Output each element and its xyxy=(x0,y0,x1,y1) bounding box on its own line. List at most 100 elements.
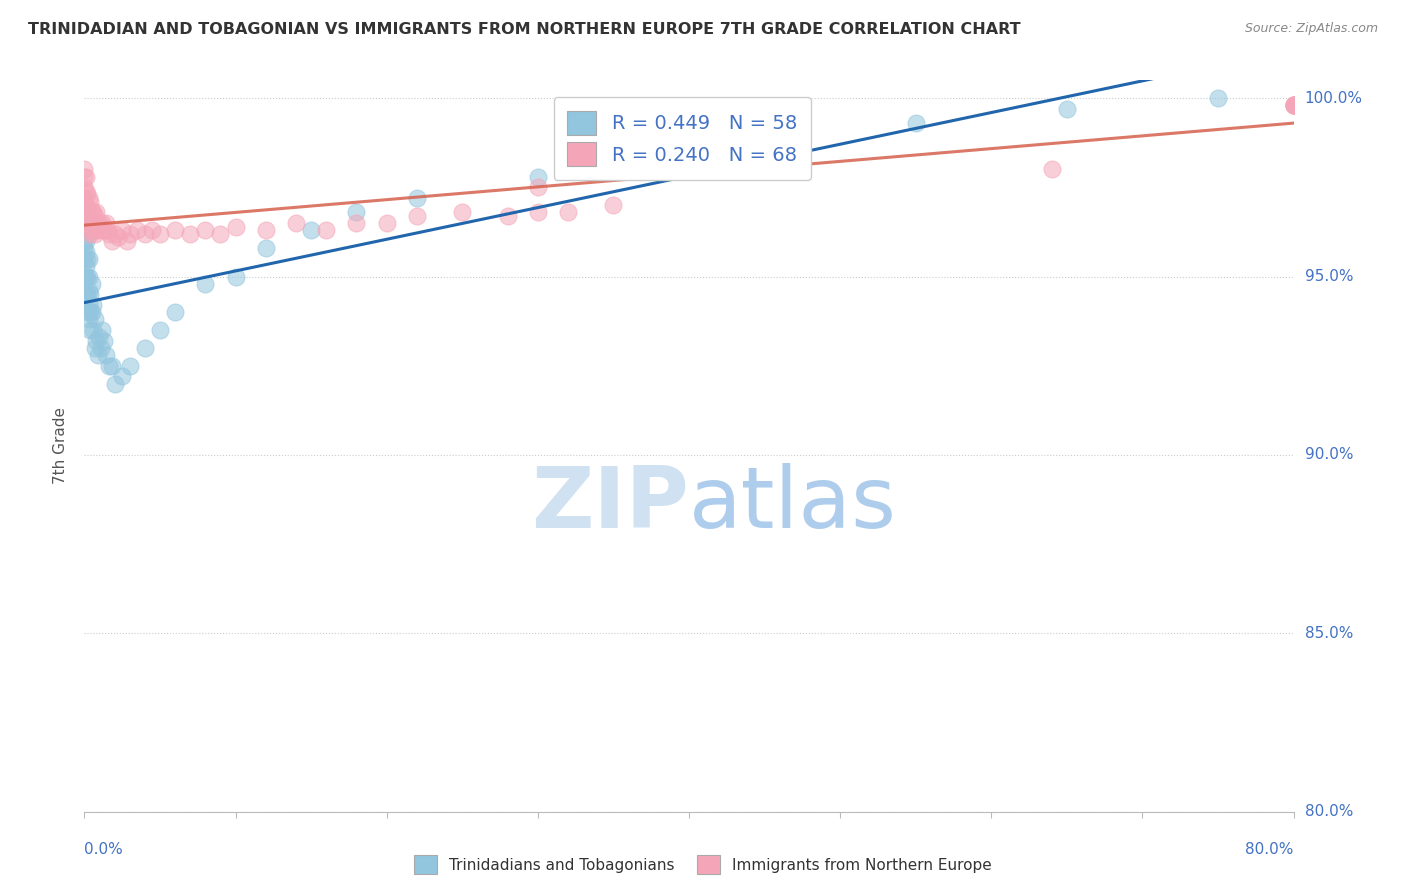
Point xyxy=(86,223,108,237)
Point xyxy=(346,205,368,219)
Point xyxy=(194,277,217,291)
Point xyxy=(77,269,100,284)
Point xyxy=(75,184,97,198)
Point xyxy=(1282,98,1305,112)
Text: 80.0%: 80.0% xyxy=(1246,842,1294,857)
Point xyxy=(127,223,149,237)
Point xyxy=(496,209,519,223)
Point xyxy=(93,223,115,237)
Point xyxy=(79,287,101,301)
Point xyxy=(79,194,101,209)
Point xyxy=(527,180,550,194)
Point xyxy=(299,223,322,237)
Point xyxy=(100,234,122,248)
Point xyxy=(84,209,107,223)
Point xyxy=(451,205,474,219)
Point xyxy=(107,230,129,244)
Point xyxy=(97,359,120,373)
Point xyxy=(73,241,96,255)
Point xyxy=(84,227,107,241)
Point xyxy=(165,223,187,237)
Point xyxy=(285,216,308,230)
Point xyxy=(254,241,277,255)
Point xyxy=(141,223,163,237)
Point xyxy=(100,359,122,373)
Point xyxy=(194,223,217,237)
Point xyxy=(86,205,108,219)
Legend: Trinidadians and Tobagonians, Immigrants from Northern Europe: Trinidadians and Tobagonians, Immigrants… xyxy=(408,849,998,880)
Point xyxy=(406,209,429,223)
Text: 0.0%: 0.0% xyxy=(84,842,124,857)
Point xyxy=(1056,102,1078,116)
Point xyxy=(1206,91,1229,105)
Point xyxy=(89,216,111,230)
Point xyxy=(648,145,671,159)
Point xyxy=(90,223,112,237)
Point xyxy=(77,252,100,266)
Point xyxy=(406,191,429,205)
Point xyxy=(118,359,141,373)
Point xyxy=(73,191,96,205)
Point xyxy=(75,234,97,248)
Point xyxy=(77,298,100,312)
Point xyxy=(89,330,111,344)
Point xyxy=(75,244,97,259)
Point xyxy=(225,269,247,284)
Text: 80.0%: 80.0% xyxy=(1305,805,1353,819)
Point xyxy=(75,287,97,301)
Point xyxy=(104,227,127,241)
Point xyxy=(75,169,97,184)
Point xyxy=(1282,98,1305,112)
Point xyxy=(115,234,138,248)
Point xyxy=(73,216,96,230)
Point xyxy=(80,277,103,291)
Point xyxy=(165,305,187,319)
Point xyxy=(557,205,579,219)
Point xyxy=(73,162,96,177)
Text: TRINIDADIAN AND TOBAGONIAN VS IMMIGRANTS FROM NORTHERN EUROPE 7TH GRADE CORRELAT: TRINIDADIAN AND TOBAGONIAN VS IMMIGRANTS… xyxy=(28,22,1021,37)
Point xyxy=(76,252,98,266)
Point xyxy=(84,341,107,355)
Point xyxy=(1040,162,1063,177)
Point xyxy=(94,216,117,230)
Point xyxy=(93,334,115,348)
Point xyxy=(73,223,96,237)
Point xyxy=(77,312,100,326)
Point xyxy=(149,227,172,241)
Point xyxy=(75,223,97,237)
Point xyxy=(904,116,927,130)
Point xyxy=(87,348,110,362)
Point xyxy=(76,269,98,284)
Point xyxy=(1282,98,1305,112)
Point xyxy=(225,219,247,234)
Point xyxy=(134,227,156,241)
Text: ZIP: ZIP xyxy=(531,463,689,546)
Point xyxy=(179,227,201,241)
Point xyxy=(73,180,96,194)
Point xyxy=(73,234,96,248)
Point xyxy=(1282,98,1305,112)
Point xyxy=(79,305,101,319)
Point xyxy=(76,305,98,319)
Point xyxy=(79,323,101,337)
Point xyxy=(80,205,103,219)
Point xyxy=(82,223,104,237)
Point xyxy=(76,202,98,216)
Point xyxy=(86,334,108,348)
Point xyxy=(84,312,107,326)
Point xyxy=(149,323,172,337)
Point xyxy=(82,298,104,312)
Point xyxy=(80,223,103,237)
Legend: R = 0.449   N = 58, R = 0.240   N = 68: R = 0.449 N = 58, R = 0.240 N = 68 xyxy=(554,97,811,180)
Point xyxy=(73,169,96,184)
Point xyxy=(96,223,118,237)
Point xyxy=(79,227,101,241)
Point xyxy=(254,223,277,237)
Point xyxy=(91,323,114,337)
Point xyxy=(87,216,110,230)
Point xyxy=(118,227,141,241)
Point xyxy=(75,259,97,273)
Point xyxy=(602,198,624,212)
Point xyxy=(527,205,550,219)
Point xyxy=(375,216,398,230)
